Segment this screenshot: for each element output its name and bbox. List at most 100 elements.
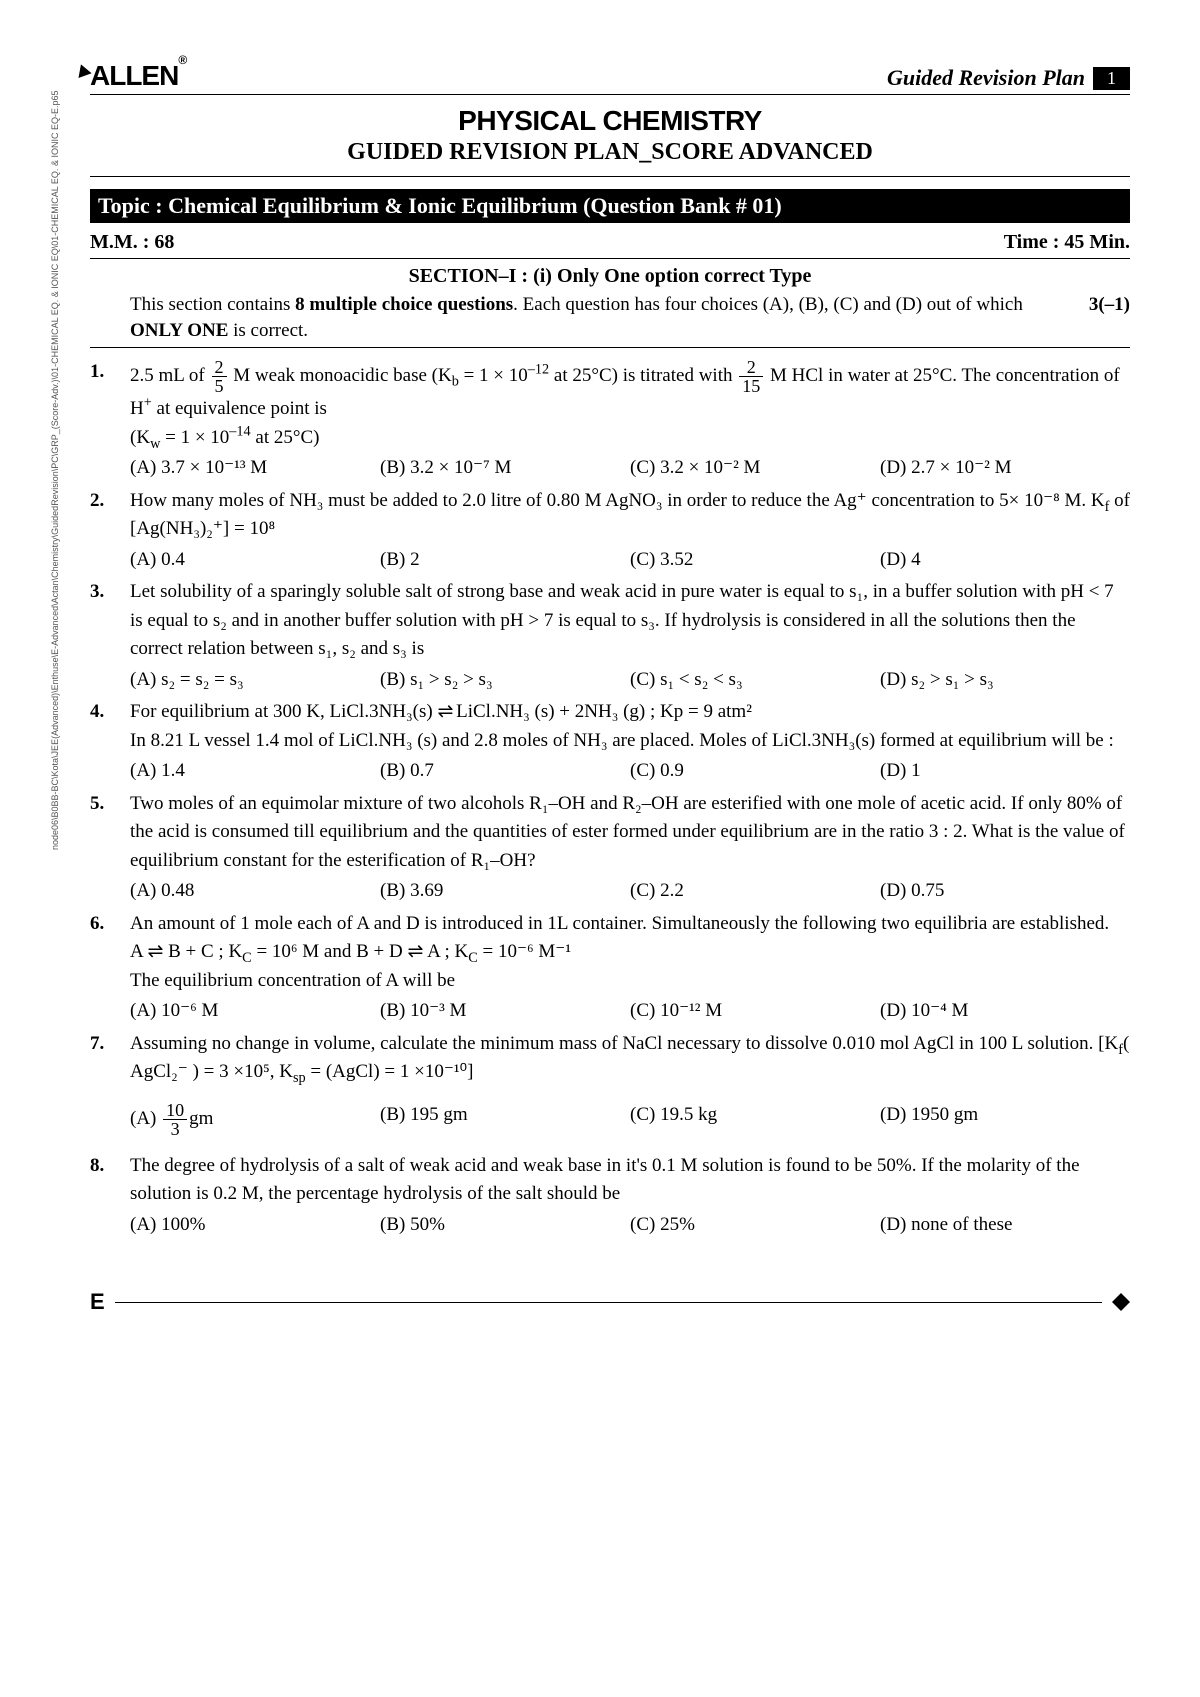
question-3: 3. Let solubility of a sparingly soluble… [90,578,1130,694]
t: Assuming no change in volume, calculate … [130,1033,1118,1054]
opt-a: (A) 10⁻⁶ M [130,997,380,1026]
equilibrium-arrow: ⇌ [147,941,163,962]
t: Let solubility of a sparingly soluble sa… [130,581,1114,659]
t: M weak monoacidic base (K [229,365,452,386]
opt-a: (A) 103gm [130,1101,380,1138]
t: B + C ; K [163,941,242,962]
logo-reg: ® [178,53,186,67]
options: (A) s₂ = s₂ = s₃ (B) s₁ > s₂ > s₃ (C) s₁… [130,666,1130,695]
opt-a: (A) 0.48 [130,877,380,906]
t: = 10⁶ M and B + D [252,941,408,962]
equilibrium-arrow: ⇌ [407,941,423,962]
opt-d: (D) none of these [880,1211,1130,1240]
options: (A) 0.4 (B) 2 (C) 3.52 (D) 4 [130,546,1130,575]
equilibrium-arrow: ⇌ [437,701,451,722]
opt-d: (D) s₂ > s₁ > s₃ [880,666,1130,695]
opt-b: (B) 0.7 [380,757,630,786]
t: = 1 × 10 [160,427,229,448]
opt-c: (C) 2.2 [630,877,880,906]
t: gm [189,1108,213,1129]
brand-logo: ALLEN® [90,60,186,92]
q-num: 7. [90,1030,130,1138]
t: The equilibrium concentration of A will … [130,970,455,991]
topic-bar: Topic : Chemical Equilibrium & Ionic Equ… [90,189,1130,223]
q-num: 6. [90,910,130,1026]
t: In 8.21 L vessel 1.4 mol of LiCl.NH₃ (s)… [130,730,1114,751]
title-sub: GUIDED REVISION PLAN_SCORE ADVANCED [90,139,1130,166]
t: at equivalence point is [152,398,327,419]
page-header: ALLEN® Guided Revision Plan 1 [90,60,1130,92]
opt-b: (B) 2 [380,546,630,575]
marking-scheme: 3(–1) [1049,292,1130,343]
opt-b: (B) s₁ > s₂ > s₃ [380,666,630,695]
t: 2.5 mL of [130,365,210,386]
t: An amount of 1 mole each of A and D is i… [130,913,1109,934]
opt-c: (C) 10⁻¹² M [630,997,880,1026]
t: at 25°C) [251,427,320,448]
opt-b: (B) 195 gm [380,1101,630,1138]
logo-text: ALLEN [90,60,178,91]
options: (A) 100% (B) 50% (C) 25% (D) none of the… [130,1211,1130,1240]
question-6: 6. An amount of 1 mole each of A and D i… [90,910,1130,1026]
opt-b: (B) 50% [380,1211,630,1240]
q-num: 3. [90,578,130,694]
t: A ; K [423,941,468,962]
question-1: 1. 2.5 mL of 25 M weak monoacidic base (… [90,358,1130,483]
t: at 25°C) is titrated with [549,365,737,386]
n: 10 [163,1101,187,1120]
opt-c: (C) 3.2 × 10⁻² M [630,454,880,483]
time-limit: Time : 45 Min. [1004,231,1130,254]
side-filepath: node06\B0BB-BC\Kota\JEE(Advanced)\Enthus… [50,91,60,850]
t: (A) [130,1108,161,1129]
fraction: 25 [212,358,227,395]
q-num: 4. [90,698,130,786]
options: (A) 1.4 (B) 0.7 (C) 0.9 (D) 1 [130,757,1130,786]
opt-a: (A) s₂ = s₂ = s₃ [130,666,380,695]
opt-b: (B) 10⁻³ M [380,997,630,1026]
opt-d: (D) 2.7 × 10⁻² M [880,454,1130,483]
question-7: 7. Assuming no change in volume, calcula… [90,1030,1130,1138]
d: 15 [739,377,763,395]
fraction: 215 [739,358,763,395]
header-right: Guided Revision Plan 1 [887,65,1130,91]
n: 2 [212,358,227,377]
options: (A) 103gm (B) 195 gm (C) 19.5 kg (D) 195… [130,1101,1130,1138]
t: For equilibrium at 300 K, LiCl.3NH₃(s) [130,701,437,722]
t: The degree of hydrolysis of a salt of we… [130,1155,1080,1205]
question-2: 2. How many moles of NH₃ must be added t… [90,487,1130,575]
t: = 10⁻⁶ M⁻¹ [478,941,571,962]
page-number: 1 [1093,67,1130,90]
t: = 1 × 10 [459,365,528,386]
opt-c: (C) 25% [630,1211,880,1240]
t: is correct. [228,320,308,341]
question-5: 5. Two moles of an equimolar mixture of … [90,790,1130,906]
options: (A) 0.48 (B) 3.69 (C) 2.2 (D) 0.75 [130,877,1130,906]
t: LiCl.NH₃ (s) + 2NH₃ (g) ; Kp = 9 atm² [451,701,752,722]
t: 8 multiple choice questions [295,294,513,315]
title-main: PHYSICAL CHEMISTRY [90,105,1130,137]
t: (K [130,427,150,448]
divider [90,176,1130,177]
t: Two moles of an equimolar mixture of two… [130,793,1125,871]
section-head: SECTION–I : (i) Only One option correct … [90,265,1130,288]
question-4: 4. For equilibrium at 300 K, LiCl.3NH₃(s… [90,698,1130,786]
opt-d: (D) 1 [880,757,1130,786]
t: = (AgCl) = 1 ×10⁻¹⁰] [306,1061,474,1082]
t: . Each question has four choices (A), (B… [513,294,1023,315]
header-title: Guided Revision Plan [887,65,1085,91]
options: (A) 10⁻⁶ M (B) 10⁻³ M (C) 10⁻¹² M (D) 10… [130,997,1130,1026]
opt-c: (C) 19.5 kg [630,1101,880,1138]
opt-a: (A) 0.4 [130,546,380,575]
footer-e: E [90,1289,105,1315]
meta-row: M.M. : 68 Time : 45 Min. [90,231,1130,259]
d: 5 [212,377,227,395]
page-footer: E [90,1289,1130,1315]
opt-c: (C) s₁ < s₂ < s₃ [630,666,880,695]
diamond-icon [1112,1284,1130,1302]
q-num: 1. [90,358,130,483]
opt-a: (A) 3.7 × 10⁻¹³ M [130,454,380,483]
opt-b: (B) 3.2 × 10⁻⁷ M [380,454,630,483]
opt-c: (C) 3.52 [630,546,880,575]
opt-c: (C) 0.9 [630,757,880,786]
max-marks: M.M. : 68 [90,231,174,254]
